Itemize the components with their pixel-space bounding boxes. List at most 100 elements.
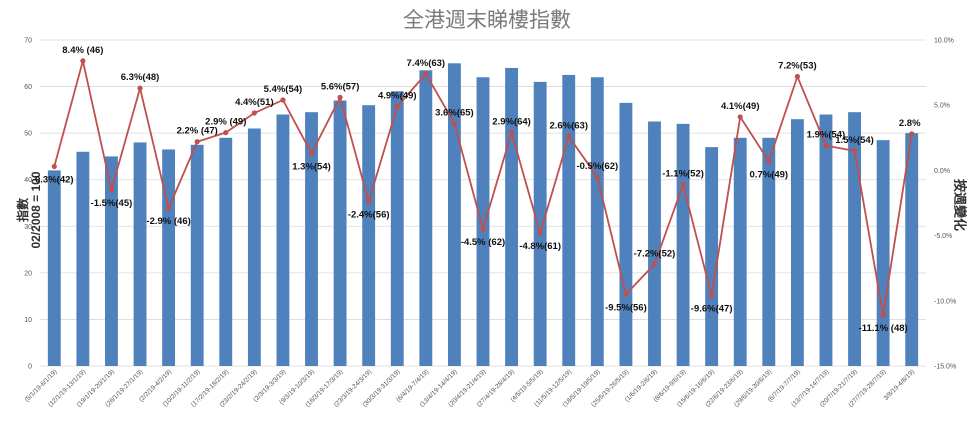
bar	[133, 142, 147, 366]
line-point	[108, 187, 115, 193]
y2-tick-label: 0.0%	[934, 168, 950, 175]
y-axis-ticks: 0 10 20 30 40 50 60 70	[24, 38, 32, 371]
bar	[305, 112, 318, 366]
data-label: 2.9%(64)	[492, 117, 531, 128]
y2-tick-label: -10.0%	[934, 298, 956, 305]
data-label: -9.6%(47)	[691, 304, 733, 315]
y2-tick-label: -15.0%	[934, 364, 956, 371]
data-label: 7.2%(53)	[778, 61, 817, 72]
y-tick-label: 60	[24, 84, 32, 91]
line-point	[623, 291, 629, 297]
line-point	[451, 120, 458, 127]
data-label: 1.5%(54)	[835, 135, 874, 146]
data-label: 6.3%(48)	[121, 72, 160, 83]
line-point	[280, 97, 286, 103]
y-tick-label: 30	[24, 224, 32, 231]
data-label: 1.3%(54)	[292, 161, 331, 172]
bar	[162, 149, 176, 366]
line-point	[909, 131, 915, 137]
data-label: 0.3%(42)	[35, 174, 74, 185]
data-label: -1.5%(45)	[91, 198, 133, 209]
line-point	[794, 73, 800, 80]
y-tick-label: 70	[24, 38, 32, 45]
bar	[590, 77, 604, 366]
x-tick-label: 3/8/19-4/8/19)	[883, 368, 917, 402]
bar	[676, 123, 690, 366]
line-point	[737, 114, 743, 120]
data-label: -1.1%(52)	[662, 169, 704, 180]
line-point	[166, 205, 172, 211]
data-label: 0.7%(49)	[750, 169, 789, 180]
data-labels: 0.3%(42) 8.4% (46) -1.5%(45) 6.3%(48) -2.9% …	[35, 45, 921, 334]
bar	[762, 137, 776, 366]
line-point	[308, 150, 315, 157]
line-point	[137, 85, 143, 91]
bar	[219, 137, 233, 366]
y-tick-label: 0	[28, 364, 32, 371]
line-point	[880, 312, 886, 318]
data-label: 8.4% (46)	[62, 45, 103, 56]
bar	[848, 112, 861, 366]
y2-tick-label: -5.0%	[934, 233, 952, 240]
bar	[47, 170, 61, 366]
bar	[362, 105, 376, 366]
bar	[276, 114, 290, 366]
line-series	[51, 58, 915, 318]
bar	[876, 140, 890, 366]
data-label: 2.8%	[899, 118, 921, 129]
data-label: 3.6%(65)	[435, 107, 474, 118]
line-point	[566, 133, 572, 140]
data-label: 7.4%(63)	[407, 58, 446, 69]
bar	[247, 128, 261, 366]
y-tick-label: 10	[24, 317, 32, 324]
y2-tick-label: 10.0%	[934, 38, 954, 45]
line-point	[851, 148, 858, 154]
line-point	[423, 71, 429, 77]
y2-tick-label: 5.0%	[934, 103, 950, 110]
bar	[76, 151, 90, 366]
data-label: 5.6%(57)	[321, 81, 360, 92]
line-point	[651, 261, 658, 267]
data-label: 2.9% (49)	[205, 117, 246, 128]
bar	[105, 156, 118, 366]
bar	[333, 100, 347, 367]
bar	[619, 102, 633, 366]
line-point	[537, 230, 543, 236]
bar	[505, 67, 519, 366]
line-point	[194, 139, 200, 145]
bar	[562, 74, 576, 366]
bar	[819, 114, 833, 366]
line-point	[80, 58, 86, 64]
data-label: 2.2% (47)	[177, 126, 218, 137]
bar	[905, 133, 919, 366]
data-label: 4.4%(51)	[235, 97, 274, 108]
bar	[447, 63, 461, 367]
data-label: 4.9%(49)	[378, 91, 417, 102]
data-label: -7.2%(52)	[634, 248, 676, 259]
bar	[790, 119, 804, 367]
data-label: 2.6%(63)	[549, 120, 588, 131]
data-label: -11.1% (48)	[859, 323, 908, 334]
data-label: -2.9% (46)	[146, 216, 190, 227]
line-point	[251, 110, 257, 116]
data-label: -0.5%(62)	[576, 161, 618, 172]
bar	[733, 137, 747, 366]
line-point	[766, 158, 772, 164]
bar-series	[47, 63, 919, 367]
line-point	[337, 94, 343, 100]
line-point	[51, 163, 57, 170]
line-point	[823, 143, 829, 149]
bar	[390, 91, 404, 366]
data-label: -4.5% (62)	[461, 237, 505, 248]
data-label: 4.1%(49)	[721, 101, 760, 112]
y-tick-label: 20	[24, 270, 32, 277]
line-point	[709, 292, 715, 299]
data-label: -4.8%(61)	[519, 241, 561, 252]
bar	[419, 70, 433, 367]
x-axis-ticks: (5/1/19-6/1/19)(12/1/19-13/1/19)(19/1/19…	[24, 368, 917, 408]
chart-title: 全港週末睇樓指數	[403, 8, 571, 32]
y2-axis-ticks: -15.0% -10.0% -5.0% 0.0% 5.0% 10.0%	[934, 38, 956, 371]
bar	[190, 144, 204, 366]
bar	[648, 121, 661, 366]
